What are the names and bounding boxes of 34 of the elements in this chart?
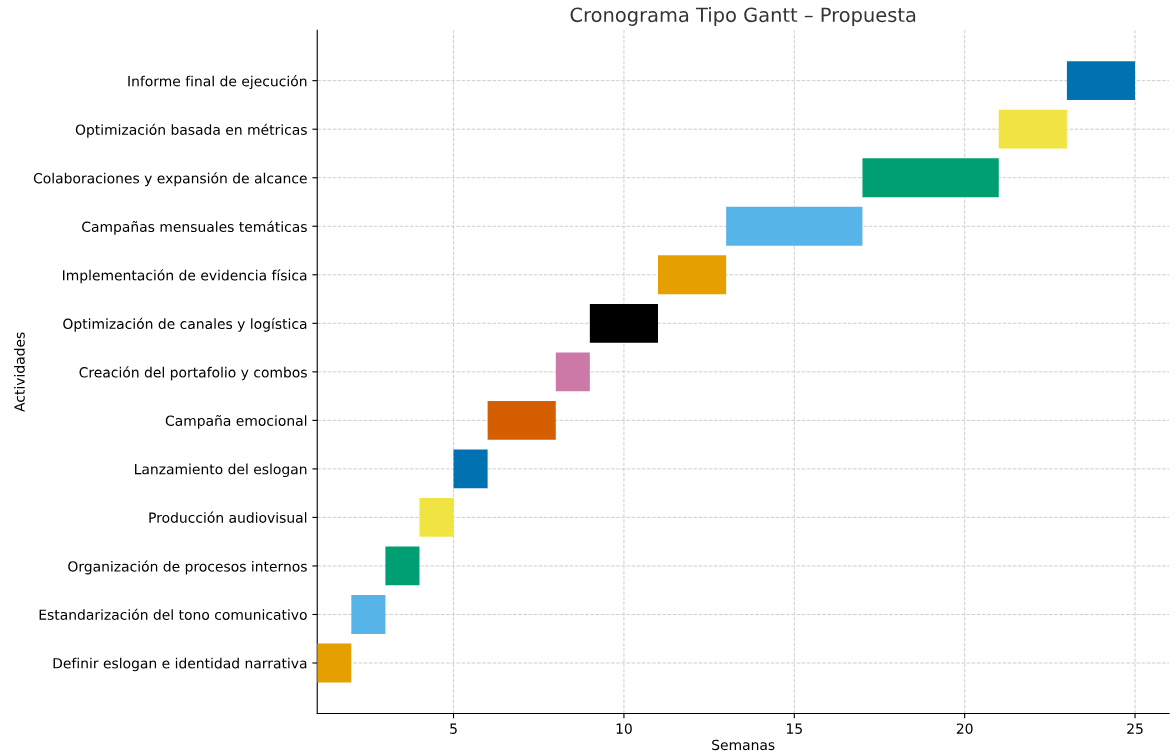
x-axis-title: Semanas [712, 739, 775, 751]
bar [862, 158, 999, 198]
bar [589, 303, 658, 343]
x-tick-label: 5 [450, 723, 457, 734]
y-axis-title: Actividades [14, 332, 25, 412]
y-tick-label: Creación del portafolio y combos [79, 366, 307, 381]
y-tick-label: Estandarización del tono comunicativo [39, 608, 307, 620]
y-tick-label: Colaboraciones y expansión de alcance [33, 172, 307, 187]
y-tick-label: Optimización basada en métricas [75, 123, 307, 138]
y-tick-label: Campaña emocional [165, 414, 307, 429]
y-tick-label: Definir eslogan e identidad narrativa [53, 657, 307, 672]
x-tick-label: 25 [1127, 723, 1143, 734]
bar [453, 449, 488, 489]
y-tick-label: Lanzamiento del eslogan [135, 463, 307, 478]
bar [351, 595, 386, 634]
x-tick-label: 10 [616, 723, 632, 734]
y-tick-label: Producción audiovisual [149, 511, 307, 523]
bar [487, 400, 556, 440]
bar [658, 255, 727, 295]
x-tick-label: 20 [956, 723, 973, 734]
bar [726, 206, 863, 246]
y-tick-label: Optimización de canales y logística [63, 317, 307, 332]
chart-title: Cronograma Tipo Gantt – Propuesta [570, 7, 916, 26]
bar [998, 109, 1067, 149]
bar [1066, 61, 1136, 101]
y-tick-label: Organización de procesos internos [68, 560, 307, 575]
y-tick-label: Implementación de evidencia física [63, 269, 307, 284]
bar [555, 352, 590, 392]
x-tick-label: 15 [786, 723, 802, 734]
bar [419, 498, 454, 537]
bar [385, 546, 420, 586]
y-tick-label: Informe final de ejecución [128, 75, 307, 90]
bar [317, 643, 352, 683]
y-tick-label: Campañas mensuales temáticas [82, 220, 307, 235]
